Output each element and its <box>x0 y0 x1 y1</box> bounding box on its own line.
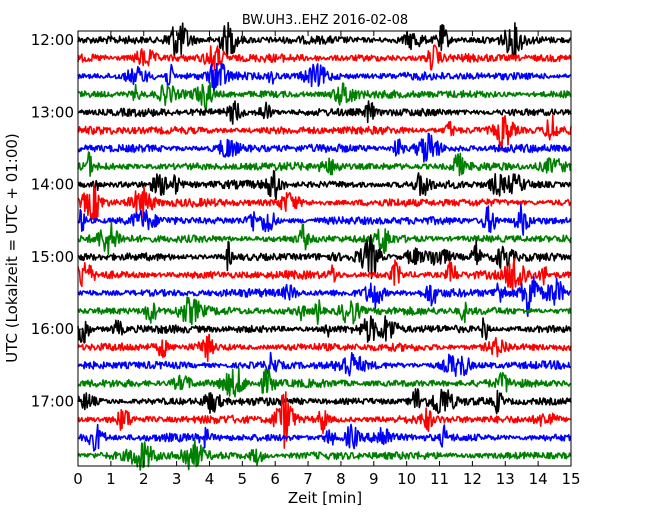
x-tick-label: 5 <box>238 470 248 488</box>
trace-line <box>77 203 572 236</box>
y-axis: 12:00 13:00 14:00 15:00 16:00 17:00 <box>31 31 571 410</box>
trace-line <box>77 258 572 294</box>
trace-line <box>77 114 572 152</box>
trace-line <box>77 367 572 398</box>
trace-line <box>77 132 572 163</box>
x-tick-label: 7 <box>303 470 313 488</box>
x-tick-label: 12 <box>463 470 482 488</box>
trace-line <box>77 296 572 326</box>
trace-line <box>77 388 572 415</box>
plot-frame <box>77 30 572 467</box>
trace-line <box>77 333 572 363</box>
y-tick-label: 13:00 <box>31 103 74 121</box>
x-axis: 0 1 2 3 4 5 6 7 8 9 10 11 12 13 14 15 <box>73 31 581 488</box>
x-axis-label: Zeit [min] <box>288 489 362 507</box>
trace-line <box>77 62 572 92</box>
trace-line <box>77 439 572 471</box>
trace-line <box>77 100 572 125</box>
x-tick-label: 0 <box>73 470 83 488</box>
x-tick-label: 3 <box>172 470 182 488</box>
trace-line <box>77 169 572 201</box>
x-tick-label: 2 <box>139 470 149 488</box>
trace-line <box>77 44 572 71</box>
x-tick-label: 1 <box>106 470 116 488</box>
trace-line <box>77 351 572 377</box>
trace-line <box>77 391 572 449</box>
x-tick-label: 10 <box>397 470 416 488</box>
y-tick-label: 17:00 <box>31 392 74 410</box>
x-tick-label: 6 <box>270 470 280 488</box>
x-tick-label: 15 <box>561 470 580 488</box>
trace-line <box>77 183 572 222</box>
trace-line <box>77 315 572 344</box>
trace-line <box>77 423 572 452</box>
x-tick-label: 14 <box>529 470 548 488</box>
y-tick-label: 16:00 <box>31 320 74 338</box>
x-tick-label: 9 <box>369 470 379 488</box>
y-tick-label: 14:00 <box>31 176 74 194</box>
trace-line <box>77 275 572 317</box>
x-tick-label: 8 <box>336 470 346 488</box>
y-tick-label: 12:00 <box>31 31 74 49</box>
trace-line <box>77 151 572 177</box>
seismic-traces <box>77 21 572 471</box>
x-tick-label: 11 <box>430 470 449 488</box>
trace-line <box>78 81 572 112</box>
trace-line <box>77 21 572 59</box>
chart-title: BW.UH3..EHZ 2016-02-08 <box>242 13 408 28</box>
y-axis-label: UTC (Lokalzeit = UTC + 01:00) <box>3 133 21 363</box>
x-tick-label: 4 <box>205 470 215 488</box>
y-tick-label: 15:00 <box>31 248 74 266</box>
trace-line <box>77 221 572 256</box>
trace-line <box>77 234 572 280</box>
x-tick-label: 13 <box>496 470 515 488</box>
